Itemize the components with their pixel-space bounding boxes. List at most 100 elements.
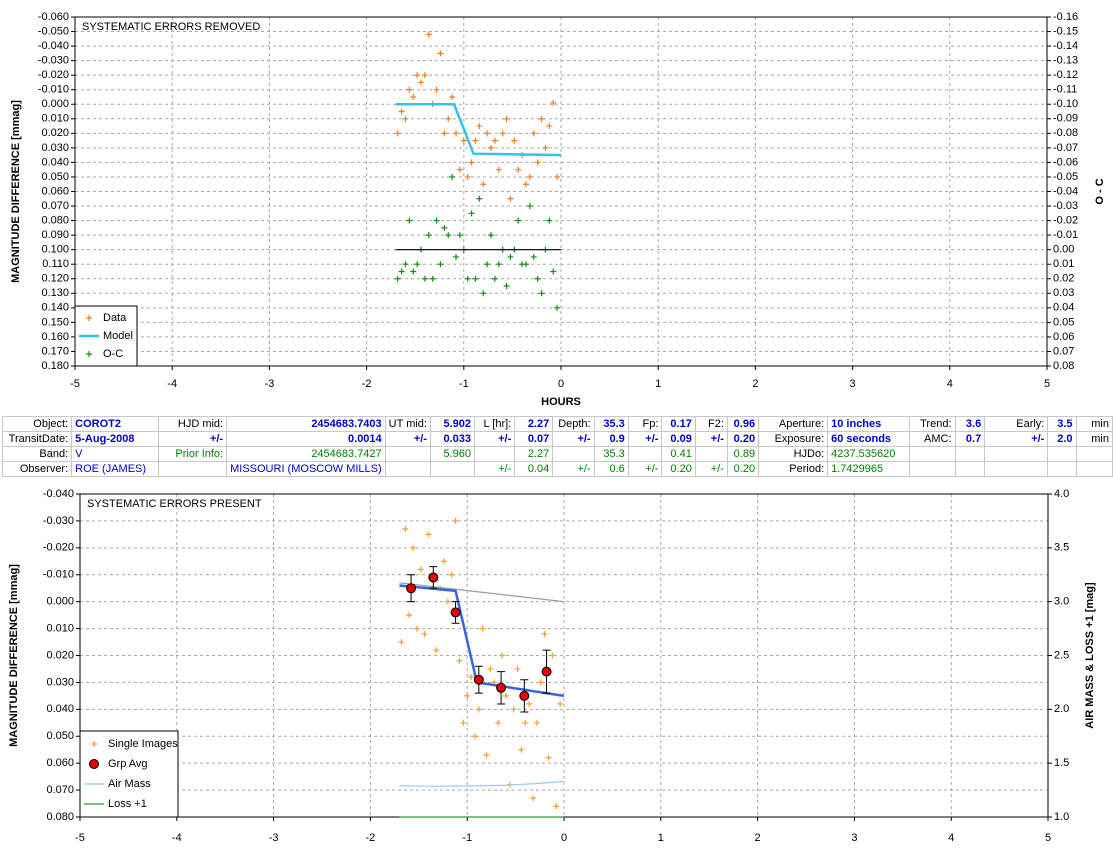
data-point	[433, 86, 440, 93]
table-row: Object: COROT2 HJD mid: 2454683.7403 UT mid:…	[1, 416, 1113, 432]
data-point	[394, 130, 401, 137]
legend-label: O-C	[103, 348, 123, 360]
table-cell: UT mid:	[384, 416, 431, 432]
table-cell: 2.27	[514, 446, 554, 462]
table-cell	[473, 446, 516, 462]
data-point	[554, 173, 561, 180]
y-tick-label: 0.050	[46, 730, 74, 742]
table-cell: 0.20	[726, 461, 760, 477]
table-cell	[984, 461, 1049, 477]
table-cell	[694, 446, 728, 462]
data-point	[499, 130, 506, 137]
y-tick-label: 0.100	[41, 244, 69, 256]
y2-tick-label: -0.03	[1053, 200, 1078, 212]
x-tick-label: 5	[1045, 832, 1051, 844]
data-point	[530, 253, 537, 260]
y2-tick-label: 3.5	[1054, 542, 1069, 554]
data-point	[453, 253, 460, 260]
group-average	[519, 690, 530, 701]
chart-title: SYSTEMATIC ERRORS PRESENT	[87, 498, 262, 510]
group-average	[541, 666, 552, 677]
y-tick-label: 0.150	[41, 316, 69, 328]
y2-tick-label: 0.06	[1053, 331, 1074, 343]
data-point	[476, 123, 483, 130]
group-average	[428, 572, 439, 583]
y-tick-label: 0.020	[41, 127, 69, 139]
table-cell: MISSOURI (MOSCOW MILLS)	[226, 461, 386, 477]
table-cell: 10 inches	[827, 416, 910, 432]
legend-box	[79, 730, 179, 818]
table-cell: +/-	[473, 461, 516, 477]
y-tick-label: 0.110	[42, 258, 69, 270]
table-cell: 5-Aug-2008	[71, 431, 160, 447]
parameters-table: Object: COROT2 HJD mid: 2454683.7403 UT mid:…	[1, 416, 1113, 477]
table-cell: 2454683.7427	[226, 446, 386, 462]
data-point	[448, 571, 455, 578]
table-cell: 0.41	[661, 446, 696, 462]
table-cell: Depth:	[552, 416, 595, 432]
table-cell: 60 seconds	[827, 431, 910, 447]
data-point	[460, 137, 467, 144]
y-tick-label: 0.040	[41, 156, 69, 168]
table-cell: 1.7429965	[827, 461, 910, 477]
table-cell: Period:	[758, 461, 829, 477]
y-tick-label: 0.020	[46, 649, 74, 661]
table-cell: Observer:	[1, 461, 73, 477]
data-point	[414, 261, 421, 268]
table-cell: 0.20	[726, 431, 760, 447]
table-cell: +/-	[627, 461, 663, 477]
table-cell: 35.3	[593, 446, 629, 462]
data-point	[433, 647, 440, 654]
table-cell: F2:	[694, 416, 728, 432]
table-cell: +/-	[158, 431, 228, 447]
table-cell: Trend:	[908, 416, 956, 432]
table-cell: 0.7	[954, 431, 986, 447]
x-tick-label: 5	[1044, 378, 1050, 390]
data-point	[471, 733, 478, 740]
data-point	[537, 679, 544, 686]
table-cell: AMC:	[908, 431, 956, 447]
y-tick-label: 0.090	[41, 229, 69, 241]
table-cell: 2454683.7403	[226, 416, 386, 432]
y-tick-label: 0.080	[46, 811, 74, 823]
x-tick-label: -1	[459, 378, 469, 390]
y2-tick-label: 2.5	[1054, 649, 1069, 661]
data-point	[425, 31, 432, 38]
data-point	[495, 719, 502, 726]
y2-tick-label: 0.03	[1053, 287, 1074, 299]
y-tick-label: -0.010	[38, 84, 69, 96]
table-cell: 3.5	[1047, 416, 1077, 432]
data-point	[484, 261, 491, 268]
table-cell: ROE (JAMES)	[71, 461, 160, 477]
table-cell: 0.0014	[226, 431, 386, 447]
table-cell: +/-	[984, 431, 1049, 447]
data-point	[437, 261, 444, 268]
data-point	[526, 203, 533, 210]
table-cell	[908, 446, 956, 462]
legend-swatch	[91, 741, 97, 747]
x-tick-label: -5	[70, 378, 80, 390]
data-point	[515, 166, 522, 173]
y2-tick-label: 1.5	[1054, 757, 1069, 769]
table-cell: +/-	[694, 431, 728, 447]
data-point	[440, 558, 447, 565]
data-point	[533, 719, 540, 726]
y-tick-label: 0.120	[41, 273, 69, 285]
y-tick-label: 0.040	[46, 703, 74, 715]
x-tick-label: 3	[850, 378, 856, 390]
data-point	[421, 630, 428, 637]
data-point	[425, 232, 432, 239]
data-point	[542, 144, 549, 151]
data-point	[553, 803, 560, 810]
x-tick-label: 4	[947, 378, 953, 390]
data-point	[538, 290, 545, 297]
y-tick-label: 0.170	[41, 345, 69, 357]
x-tick-label: -2	[362, 378, 372, 390]
y2-tick-label: -0.06	[1053, 156, 1078, 168]
data-point	[503, 283, 510, 290]
y2-tick-label: 0.05	[1053, 316, 1074, 328]
data-point	[546, 123, 553, 130]
table-cell: TransitDate:	[1, 431, 73, 447]
data-point	[406, 217, 413, 224]
x-axis-title: HOURS	[541, 396, 581, 408]
